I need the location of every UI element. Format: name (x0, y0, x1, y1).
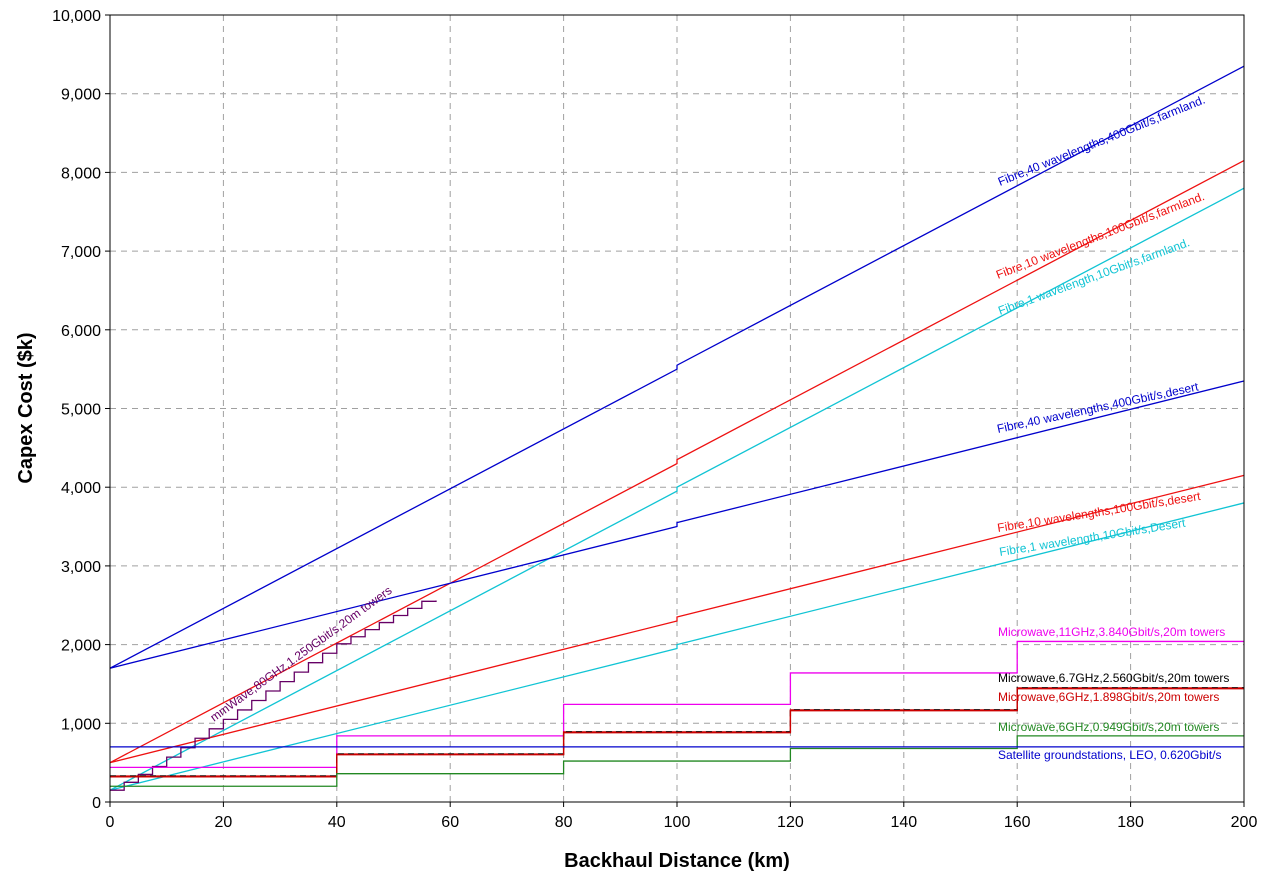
y-tick-label: 2,000 (61, 638, 101, 655)
x-tick-label: 120 (777, 814, 804, 831)
x-tick-label: 60 (441, 814, 459, 831)
series-label: Microwave,6GHz,0.949Gbit/s,20m towers (998, 720, 1219, 734)
x-tick-label: 100 (664, 814, 691, 831)
x-tick-label: 0 (106, 814, 115, 831)
x-tick-label: 20 (215, 814, 233, 831)
y-tick-label: 9,000 (61, 87, 101, 104)
y-tick-label: 4,000 (61, 480, 101, 497)
series-line (109, 160, 1245, 764)
y-axis-title: Capex Cost ($k) (15, 332, 37, 483)
y-tick-label: 0 (92, 795, 101, 812)
series-line (109, 65, 1245, 669)
series-group (109, 65, 1245, 791)
y-tick-label: 5,000 (61, 402, 101, 419)
y-tick-label: 8,000 (61, 165, 101, 182)
x-tick-label: 160 (1004, 814, 1031, 831)
axis-ticks: 0 20 40 60 80 100 120 140 160 180 200 0 1,000 2,000 3,… (52, 8, 1257, 831)
x-tick-label: 80 (555, 814, 573, 831)
y-tick-label: 6,000 (61, 323, 101, 340)
series-line (110, 600, 437, 791)
x-tick-label: 140 (890, 814, 917, 831)
series-label: Satellite groundstations, LEO, 0.620Gbit… (998, 748, 1221, 762)
y-tick-label: 3,000 (61, 559, 101, 576)
series-line (110, 735, 1244, 787)
series-line (110, 688, 1244, 778)
series-line (109, 380, 1245, 669)
series-line (110, 640, 1244, 769)
gridlines (110, 15, 1244, 802)
y-tick-label: 1,000 (61, 716, 101, 733)
y-tick-label: 7,000 (61, 244, 101, 261)
x-axis-title: Backhaul Distance (km) (564, 850, 790, 872)
series-label: Microwave,11GHz,3.840Gbit/s,20m towers (998, 625, 1225, 639)
x-tick-label: 180 (1117, 814, 1144, 831)
series-label: Microwave,6.7GHz,2.560Gbit/s,20m towers (998, 671, 1229, 685)
series-line (109, 502, 1245, 791)
series-line (109, 474, 1245, 764)
y-tick-label: 10,000 (52, 8, 101, 25)
x-tick-label: 40 (328, 814, 346, 831)
series-line (109, 187, 1245, 791)
series-label: Microwave,6GHz,1.898Gbit/s,20m towers (998, 690, 1219, 704)
x-tick-label: 200 (1231, 814, 1258, 831)
